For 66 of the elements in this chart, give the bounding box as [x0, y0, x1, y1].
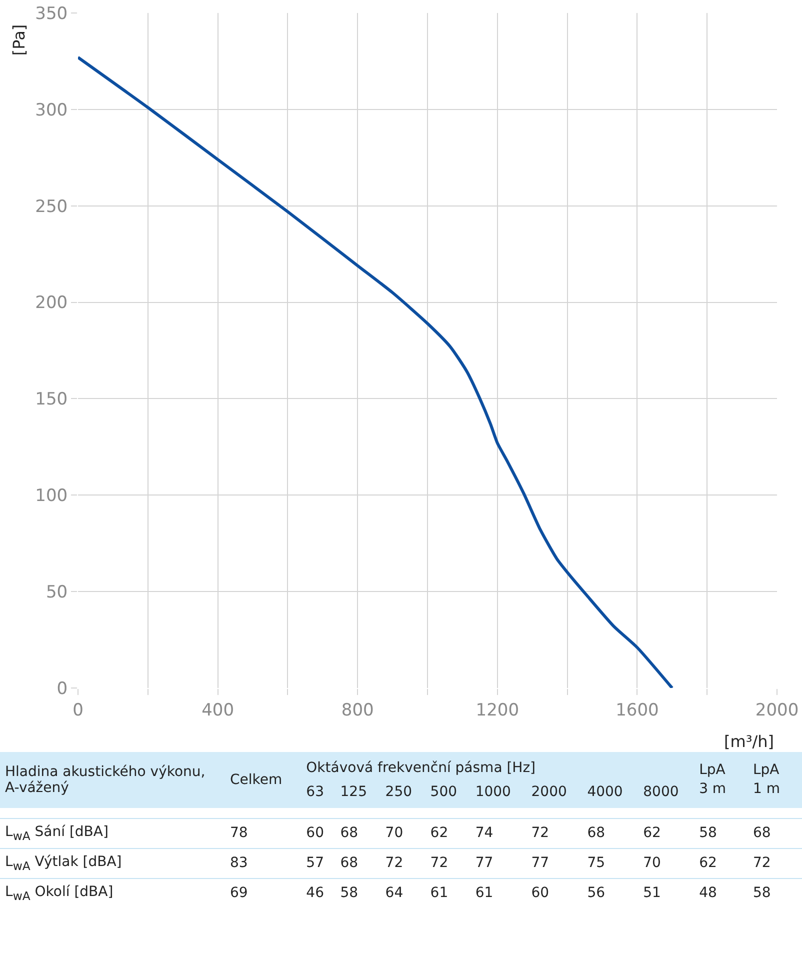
text: 64	[385, 884, 404, 901]
category-label: Celkem	[225, 752, 302, 808]
text: 77	[531, 855, 550, 872]
text: 56	[587, 884, 606, 901]
text: 74	[475, 825, 494, 842]
text: 61	[475, 884, 494, 901]
text: 62	[430, 825, 448, 842]
text: 60	[306, 825, 324, 842]
category-label: LpA 3 m	[699, 761, 728, 799]
text: 72	[531, 825, 550, 842]
text: 69	[230, 884, 248, 901]
category-label: 2000	[526, 780, 582, 808]
text: 62	[643, 825, 661, 842]
text: 68	[340, 825, 358, 842]
text: 51	[643, 884, 661, 901]
text: 68	[587, 825, 606, 842]
text: 83	[230, 855, 248, 872]
x-tick-label: 2000	[755, 700, 799, 720]
text: 68	[752, 825, 771, 842]
text: 68	[340, 855, 358, 872]
text: 62	[699, 855, 717, 872]
text: 48	[699, 884, 717, 901]
text: 58	[699, 825, 717, 842]
category-label: L$_{wA}$ Okolí [dBA]	[5, 884, 114, 902]
text: 57	[306, 855, 324, 872]
y-tick-label: 200	[35, 293, 68, 314]
text: 58	[340, 884, 358, 901]
y-tick-label: 0	[56, 678, 68, 699]
x-tick-label: 0	[72, 700, 84, 720]
y-tick-label: 150	[35, 390, 68, 410]
text: 72	[752, 855, 771, 872]
text: 46	[306, 884, 324, 901]
text: 77	[475, 855, 494, 872]
text: Hladina akustického výkonu, A-vážený	[0, 752, 225, 808]
category-label: 500	[425, 780, 470, 808]
y-axis-title: [Pa]	[10, 24, 29, 56]
x-tick-label: 800	[341, 700, 374, 720]
category-label: 8000	[638, 780, 694, 808]
x-tick-label: 1600	[616, 700, 659, 720]
y-tick-label: 100	[35, 486, 68, 506]
text: 58	[752, 884, 771, 901]
text: 60	[531, 884, 550, 901]
category-label: 4000	[582, 780, 638, 808]
y-tick-label: 350	[35, 4, 68, 24]
line-series	[78, 56, 674, 688]
y-tick-label: 300	[35, 100, 68, 120]
text: 70	[643, 855, 661, 872]
category-label: 125	[335, 780, 380, 808]
text: 70	[385, 825, 404, 842]
category-label: 1000	[470, 780, 526, 808]
text: 61	[430, 884, 448, 901]
y-tick-label: 50	[46, 582, 68, 603]
y-tick-label: 250	[35, 196, 68, 217]
text: 72	[385, 855, 404, 872]
category-label: LpA 1 m	[752, 761, 781, 799]
x-tick-label: 400	[202, 700, 234, 720]
category-label: L$_{wA}$ Sání [dBA]	[5, 824, 108, 843]
text: 78	[230, 825, 248, 842]
category-label: 250	[380, 780, 426, 808]
x-axis-title: [m³/h]	[724, 732, 774, 751]
category-label: L$_{wA}$ Výtlak [dBA]	[5, 854, 122, 873]
x-tick-label: 1200	[476, 700, 520, 720]
text: Oktávová frekvenční pásma [Hz]	[301, 752, 694, 780]
text: 72	[430, 855, 448, 872]
category-label: 63	[301, 780, 336, 808]
text: 75	[587, 855, 606, 872]
